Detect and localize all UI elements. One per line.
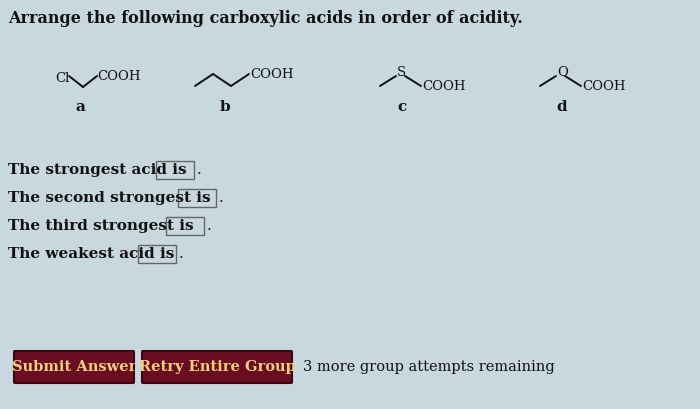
- FancyBboxPatch shape: [138, 245, 176, 263]
- Text: Cl: Cl: [55, 72, 69, 85]
- Text: O: O: [557, 67, 568, 79]
- Text: 3 more group attempts remaining: 3 more group attempts remaining: [303, 360, 554, 374]
- FancyBboxPatch shape: [14, 351, 134, 383]
- Text: .: .: [179, 247, 183, 261]
- FancyBboxPatch shape: [142, 351, 292, 383]
- Text: The strongest acid is: The strongest acid is: [8, 163, 187, 177]
- Text: The third strongest is: The third strongest is: [8, 219, 194, 233]
- Text: Submit Answer: Submit Answer: [12, 360, 136, 374]
- Text: The weakest acid is: The weakest acid is: [8, 247, 174, 261]
- Text: a: a: [75, 100, 85, 114]
- Text: Arrange the following carboxylic acids in order of acidity.: Arrange the following carboxylic acids i…: [8, 10, 523, 27]
- Text: b: b: [220, 100, 230, 114]
- FancyBboxPatch shape: [156, 161, 194, 179]
- Text: COOH: COOH: [422, 79, 466, 92]
- Text: S: S: [397, 67, 406, 79]
- Text: .: .: [197, 163, 202, 177]
- Text: COOH: COOH: [250, 67, 293, 81]
- Text: The second strongest is: The second strongest is: [8, 191, 211, 205]
- Text: COOH: COOH: [97, 70, 141, 83]
- Text: .: .: [219, 191, 224, 205]
- FancyBboxPatch shape: [166, 217, 204, 235]
- Text: .: .: [207, 219, 211, 233]
- Text: COOH: COOH: [582, 79, 626, 92]
- Text: Retry Entire Group: Retry Entire Group: [139, 360, 295, 374]
- Text: d: d: [556, 100, 567, 114]
- FancyBboxPatch shape: [178, 189, 216, 207]
- Text: c: c: [398, 100, 407, 114]
